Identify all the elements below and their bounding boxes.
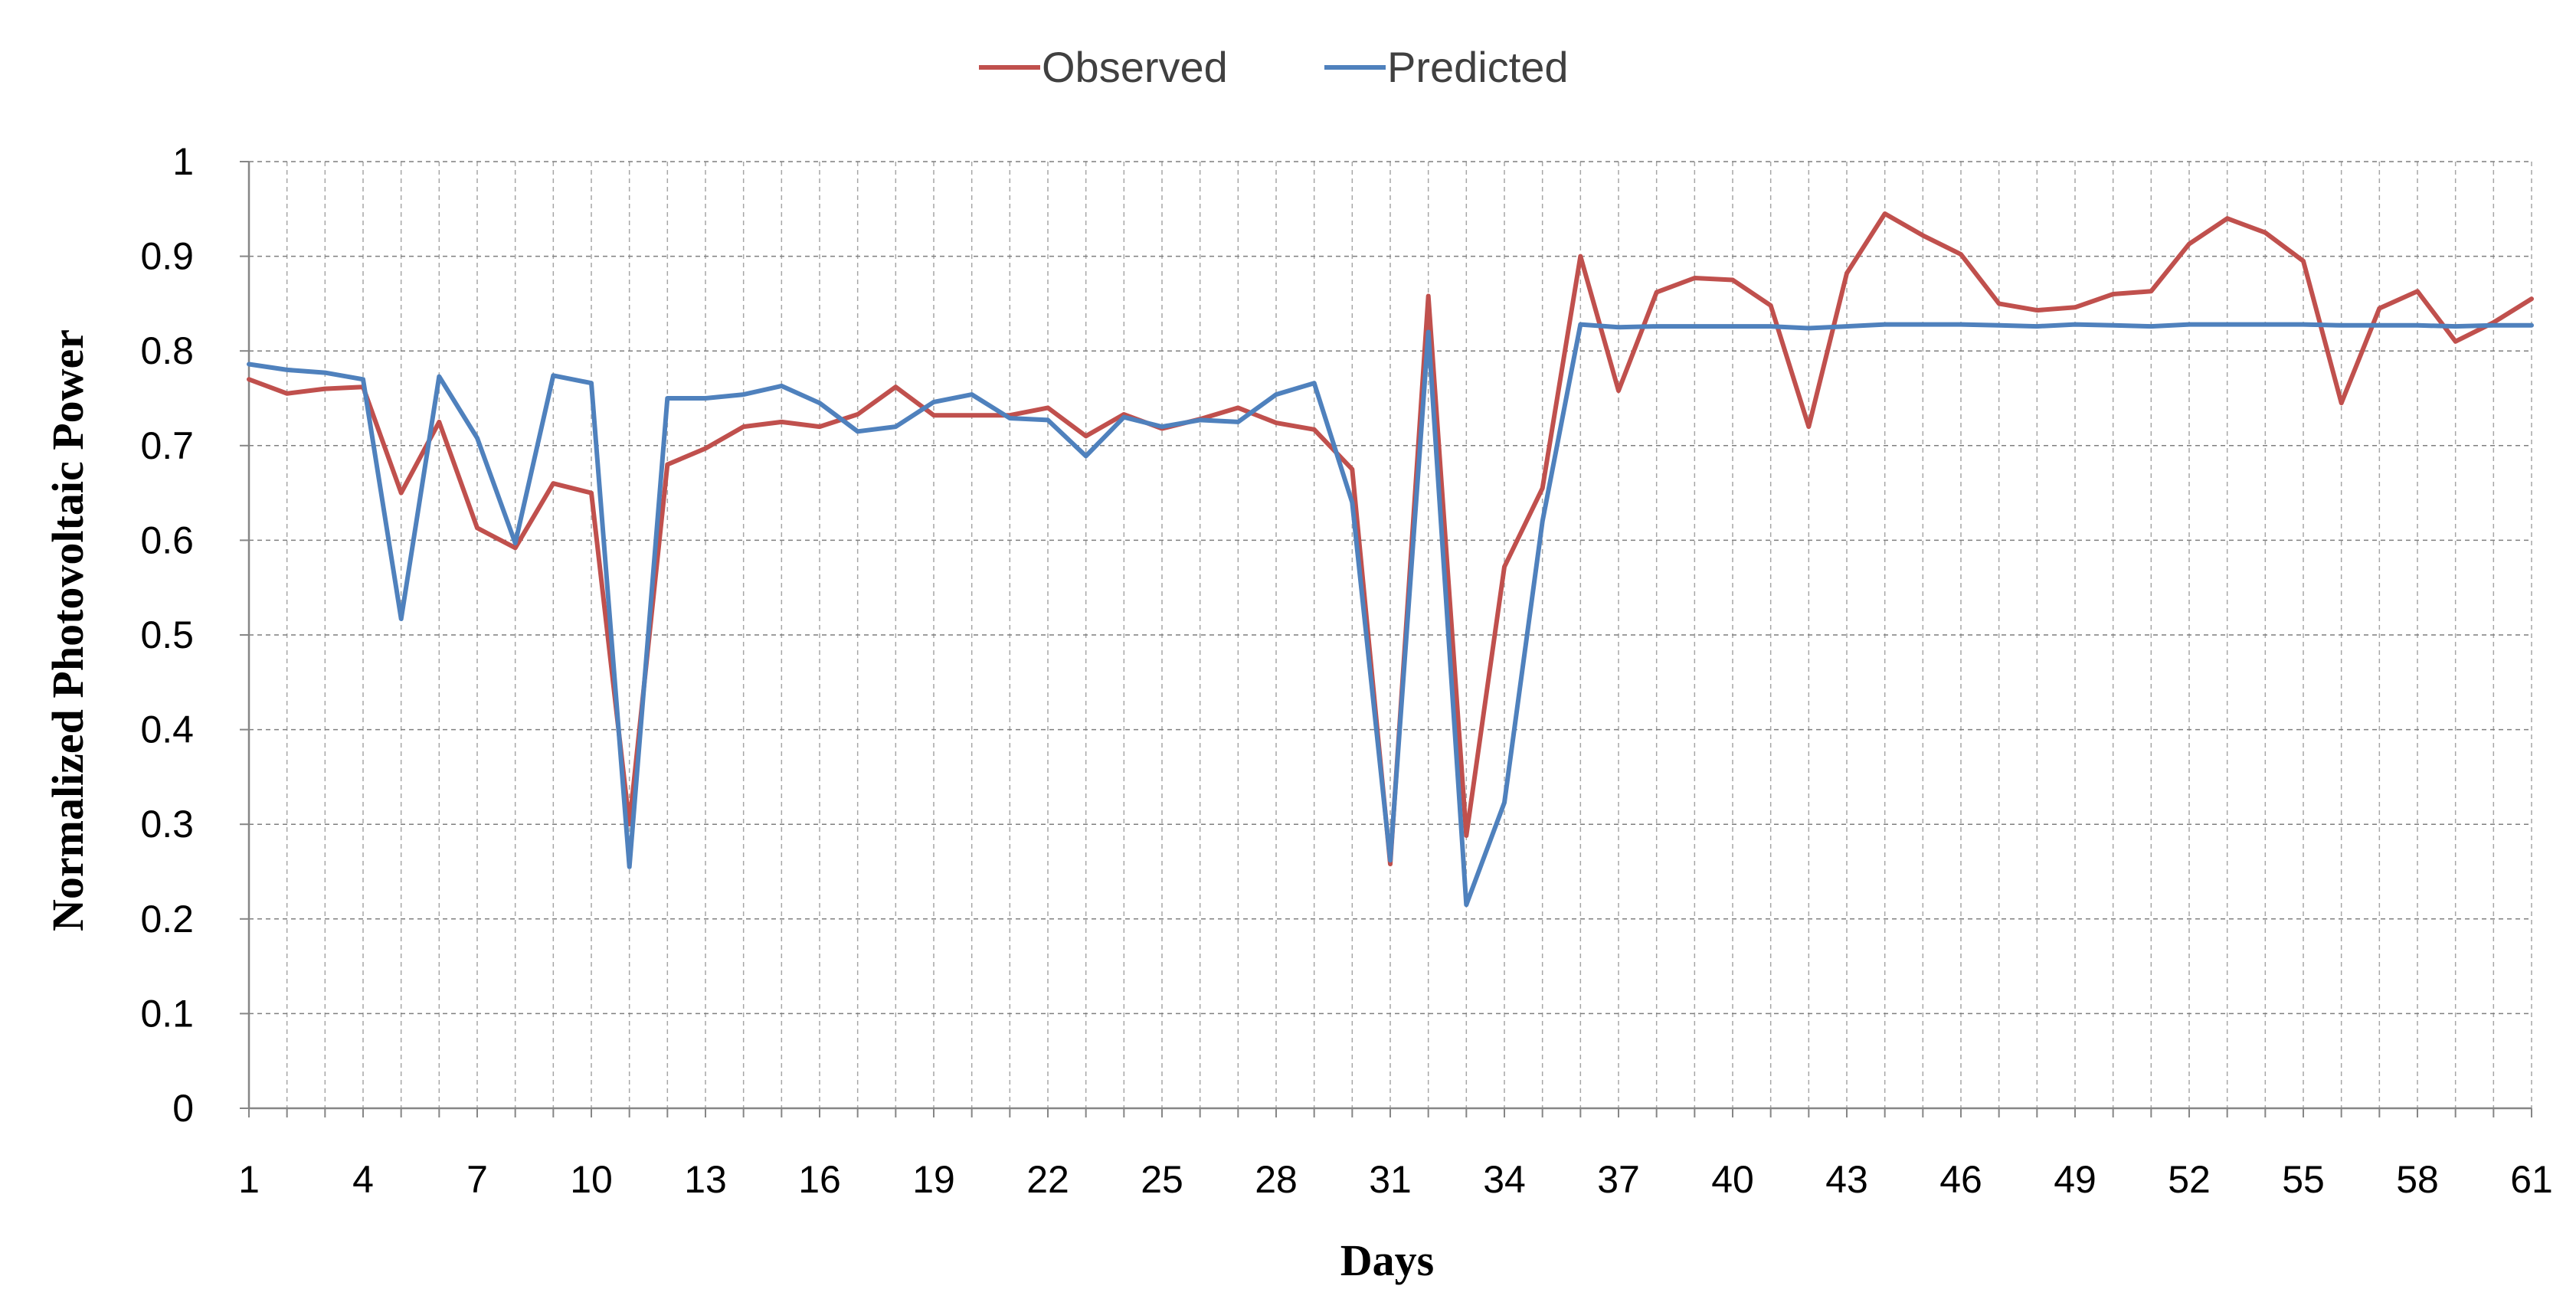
y-tick-label: 0.9 [140,235,194,278]
x-tick-label: 13 [684,1158,727,1201]
y-tick-label: 0.1 [140,992,194,1035]
x-tick-label: 7 [466,1158,488,1201]
y-axis-title: Normalized Photovoltaic Power [43,329,93,931]
x-tick-labels: 1 4 7 10 13 16 19 22 25 28 31 34 37 40 43 46 49 52 55 58 61 [238,1158,2553,1201]
x-tick-label: 43 [1825,1158,1868,1201]
legend-label-predicted: Predicted [1387,43,1569,91]
x-tick-label: 25 [1141,1158,1183,1201]
x-tick-label: 22 [1026,1158,1069,1201]
y-tick-label: 0.8 [140,329,194,372]
x-tick-label: 52 [2168,1158,2211,1201]
x-tick-label: 4 [352,1158,374,1201]
axes [240,161,2532,1117]
x-tick-label: 58 [2396,1158,2439,1201]
y-tick-label: 0 [172,1087,194,1130]
y-tick-label: 0.5 [140,613,194,656]
x-tick-label: 40 [1711,1158,1754,1201]
y-tick-label: 0.3 [140,803,194,846]
x-axis-title: Days [1340,1235,1434,1285]
x-tick-label: 46 [1939,1158,1982,1201]
x-tick-label: 61 [2510,1158,2553,1201]
x-tick-label: 28 [1255,1158,1298,1201]
y-tick-label: 0.6 [140,519,194,561]
x-tick-label: 10 [570,1158,613,1201]
x-tick-label: 37 [1597,1158,1640,1201]
legend-label-observed: Observed [1042,43,1228,91]
x-tick-label: 55 [2282,1158,2325,1201]
x-tick-label: 16 [798,1158,841,1201]
series [247,211,2534,908]
grid [249,161,2532,1108]
y-tick-labels: 0 0.1 0.2 0.3 0.4 0.5 0.6 0.7 0.8 0.9 1 [140,140,194,1130]
y-tick-label: 0.4 [140,708,194,751]
series-line-predicted [247,322,2534,908]
series-line-observed [247,211,2534,867]
legend: Observed Predicted [979,43,1569,91]
y-tick-label: 1 [172,140,194,183]
y-tick-label: 0.7 [140,424,194,467]
y-tick-label: 0.2 [140,898,194,941]
x-tick-label: 31 [1369,1158,1412,1201]
x-tick-label: 1 [238,1158,260,1201]
x-tick-label: 34 [1483,1158,1526,1201]
x-tick-label: 19 [912,1158,955,1201]
x-tick-label: 49 [2054,1158,2096,1201]
